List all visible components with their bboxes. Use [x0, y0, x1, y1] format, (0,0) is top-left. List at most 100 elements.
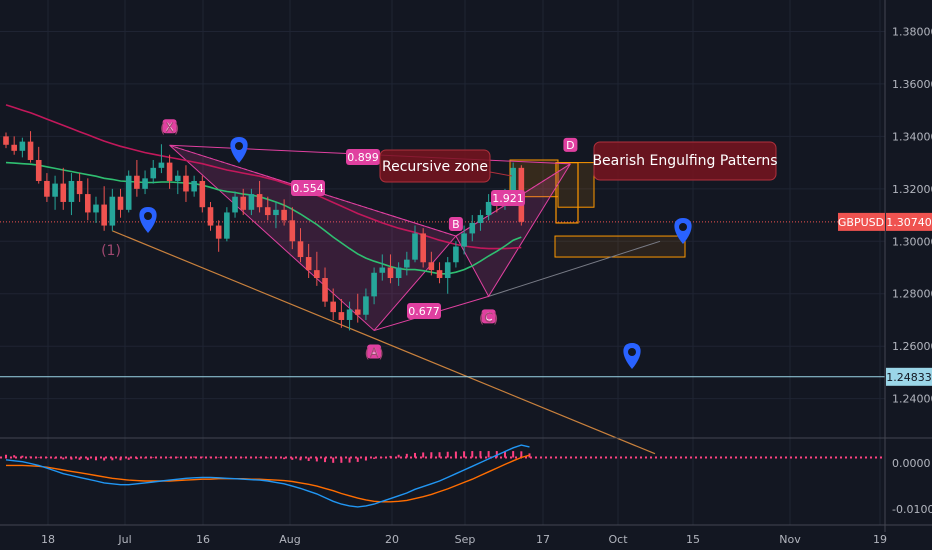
last-price-tag: 1.30740 — [886, 216, 932, 229]
y-tick-label: 1.38000 — [892, 25, 932, 38]
x-tick-label: Nov — [779, 533, 801, 546]
symbol-tag: GBPUSD — [838, 216, 884, 229]
ratio-xb: 0.554 — [292, 182, 324, 195]
x-tick-label: 17 — [536, 533, 550, 546]
candle-body — [134, 175, 140, 189]
y-tick-label: 1.34000 — [892, 130, 932, 143]
y-tick-label: 1.28000 — [892, 288, 932, 301]
y-tick-label: 1.26000 — [892, 340, 932, 353]
candle-body — [395, 267, 402, 279]
candle-body — [453, 246, 459, 263]
label-d: D — [566, 139, 574, 152]
markers — [139, 137, 692, 369]
engulfing-zone-box — [557, 162, 595, 208]
candle-body — [444, 262, 451, 279]
x-tick-label: Sep — [455, 533, 476, 546]
candle-body — [420, 233, 426, 263]
zones — [509, 159, 686, 258]
candle-body — [35, 159, 42, 181]
marker-jul-top-hole — [235, 142, 243, 150]
candle-body — [109, 196, 116, 226]
ratio-xd-bg — [346, 149, 380, 165]
candle-body — [297, 241, 304, 258]
ratio-ac-bg — [407, 303, 441, 319]
ma-red-line — [5, 104, 522, 250]
moving-averages — [5, 104, 522, 275]
candle-body — [52, 183, 58, 197]
x-tick-label: 19 — [873, 533, 887, 546]
hline-price-tag: 1.24833 — [886, 371, 932, 384]
candle-body — [404, 259, 410, 268]
osc-tick-label: 0.0000 — [892, 457, 931, 470]
pattern-labels: X A B C D 0.554 0.899 0.677 1.921 (1) (X) (A) (C) Rec… — [101, 119, 778, 361]
candle-body — [158, 162, 165, 168]
candle-body — [322, 278, 328, 302]
d-point-box — [555, 162, 579, 224]
label-c-bg — [481, 309, 496, 324]
candle-body — [354, 309, 361, 315]
candle-body — [485, 201, 492, 216]
candle-body — [117, 196, 124, 210]
marker-jul-hole — [144, 212, 152, 220]
candle-body — [461, 233, 467, 247]
oscillator-panel — [0, 444, 885, 508]
candle-body — [183, 175, 189, 192]
ma-green-line — [5, 161, 522, 275]
wave-label-x: (X) — [160, 121, 179, 136]
candle-body — [224, 212, 230, 239]
hline-price-tag-bg — [886, 367, 932, 386]
target-zone-box — [554, 235, 686, 258]
ratio-xb-bg — [291, 180, 325, 196]
candle-body — [363, 296, 369, 315]
price-axis: 1.38000 1.36000 1.34000 1.32000 1.30000 1.280… — [0, 0, 932, 532]
signal-line — [6, 454, 530, 503]
ratio-ac: 0.677 — [408, 305, 440, 318]
label-a-bg — [367, 344, 382, 359]
x-tick-label: 15 — [686, 533, 700, 546]
wave-label-1: (1) — [101, 243, 121, 259]
candle-body — [3, 136, 9, 145]
candle-body — [371, 272, 377, 297]
ratio-xd: 0.899 — [347, 151, 379, 164]
candle-body — [142, 178, 148, 189]
candle-body — [428, 262, 435, 271]
y-tick-label: 1.30000 — [892, 235, 932, 248]
candle-body — [346, 309, 353, 320]
candle-body — [27, 141, 34, 160]
candle-body — [101, 204, 107, 226]
candle-body — [19, 141, 26, 151]
x-tick-label: Oct — [608, 533, 628, 546]
candle-body — [330, 301, 336, 313]
label-a: A — [370, 345, 378, 358]
candle-body — [76, 180, 83, 195]
engulfing-callout-bg — [593, 141, 777, 181]
candle-body — [191, 180, 197, 192]
candle-body — [281, 209, 287, 221]
candle-body — [379, 267, 386, 273]
osc-tick-label: -0.0100 — [892, 503, 932, 516]
recursive-zone-box — [509, 159, 559, 198]
marker-oct-low-hole — [628, 348, 636, 356]
y-tick-label: 1.32000 — [892, 183, 932, 196]
x-tick-label: Jul — [117, 533, 131, 546]
candle-body — [150, 167, 157, 179]
candle-body — [264, 207, 271, 216]
candle-body — [305, 257, 312, 271]
candle-body — [469, 222, 476, 234]
last-price-tag-bg — [886, 212, 932, 231]
y-tick-label: 1.36000 — [892, 78, 932, 91]
ratio-bd-bg — [491, 190, 525, 206]
candle-body — [436, 270, 443, 279]
label-b: B — [452, 218, 460, 231]
x-tick-label: 20 — [385, 533, 399, 546]
candle-body — [232, 196, 238, 213]
marker-oct-hole — [679, 223, 687, 231]
candle-body — [11, 144, 17, 151]
candle-body — [85, 194, 91, 213]
candle-body — [240, 196, 247, 210]
candle-body — [199, 180, 206, 208]
candle-body — [166, 162, 173, 181]
symbol-tag-bg — [838, 212, 885, 231]
